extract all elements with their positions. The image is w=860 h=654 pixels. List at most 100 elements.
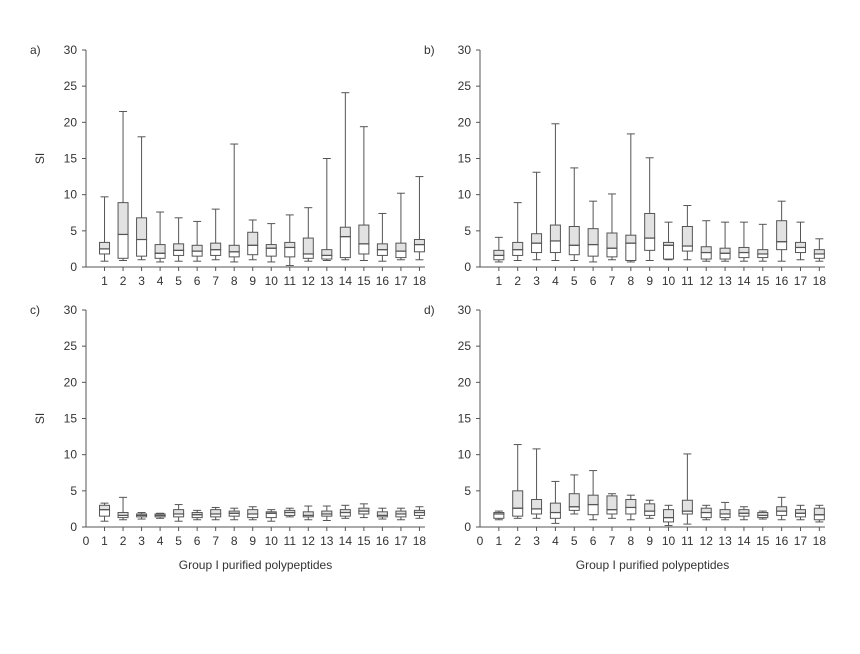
box-plot-7 [606, 193, 618, 261]
box-plot-17 [395, 192, 407, 261]
box-upper-half [606, 495, 618, 511]
box-lower-half [606, 247, 618, 258]
panel-label: d) [424, 303, 435, 317]
box-plot-18 [413, 506, 425, 519]
box-upper-half [776, 220, 788, 243]
x-tick-label: 1 [496, 274, 503, 288]
box-lower-half [302, 253, 314, 259]
box-lower-half [339, 236, 351, 259]
x-tick-label: 10 [662, 274, 676, 288]
box-upper-half [247, 509, 259, 515]
y-tick-label: 20 [64, 375, 78, 389]
x-tick-label: 2 [514, 274, 521, 288]
box-upper-half [117, 202, 129, 235]
box-lower-half [99, 509, 111, 517]
box-plot-18 [813, 238, 825, 262]
box-plot-5 [568, 167, 580, 261]
box-lower-half [99, 248, 111, 255]
x-tick-label: 18 [813, 534, 827, 548]
panel-label: c) [30, 303, 40, 317]
box-plot-16 [376, 507, 388, 520]
y-tick-label: 0 [464, 520, 471, 534]
box-lower-half [358, 243, 370, 255]
box-upper-half [247, 231, 259, 246]
box-upper-half [813, 249, 825, 255]
x-tick-label: 15 [357, 274, 371, 288]
box-lower-half [413, 244, 425, 253]
box-plot-2 [512, 444, 524, 519]
x-tick-label: 15 [357, 534, 371, 548]
x-tick-label: 9 [646, 274, 653, 288]
box-plot-17 [794, 221, 806, 261]
x-tick-label: 7 [609, 534, 616, 548]
x-tick-label: 3 [533, 534, 540, 548]
y-tick-label: 0 [464, 260, 471, 274]
box-upper-half [173, 243, 185, 251]
box-lower-half [568, 244, 580, 256]
box-lower-half [191, 250, 203, 257]
box-plot-4 [154, 211, 166, 263]
box-lower-half [700, 252, 712, 260]
box-lower-half [173, 249, 185, 256]
box-plot-4 [154, 512, 166, 519]
box-lower-half [247, 244, 259, 256]
y-tick-label: 15 [458, 152, 472, 166]
box-plot-9 [247, 219, 259, 261]
x-tick-label: 18 [413, 274, 427, 288]
box-lower-half [606, 509, 618, 515]
x-tick-label: 1 [496, 534, 503, 548]
y-tick-label: 25 [64, 79, 78, 93]
box-plot-8 [228, 143, 240, 263]
x-tick-label: 5 [175, 274, 182, 288]
box-upper-half [738, 246, 750, 254]
box-plot-1 [493, 510, 505, 521]
box-lower-half [531, 508, 543, 515]
y-tick-label: 5 [464, 224, 471, 238]
x-tick-label: 17 [394, 274, 408, 288]
box-lower-half [813, 514, 825, 521]
box-upper-half [228, 244, 240, 253]
box-plot-9 [247, 506, 259, 521]
box-lower-half [663, 244, 675, 260]
x-axis-label: Group I purified polypeptides [179, 558, 332, 572]
y-tick-label: 15 [64, 152, 78, 166]
box-plot-3 [531, 171, 543, 261]
x-tick-label: 16 [775, 534, 789, 548]
box-upper-half [606, 232, 618, 249]
box-upper-half [794, 241, 806, 248]
box-plot-15 [358, 503, 370, 519]
box-lower-half [700, 512, 712, 519]
box-plot-6 [587, 200, 599, 263]
box-plot-6 [587, 470, 599, 521]
box-lower-half [549, 240, 561, 254]
box-lower-half [210, 249, 222, 256]
box-plot-3 [136, 512, 148, 520]
box-plot-12 [302, 207, 314, 262]
x-tick-label: 4 [157, 534, 164, 548]
box-upper-half [757, 249, 769, 255]
x-tick-label: 10 [265, 274, 279, 288]
box-plot-1 [99, 196, 111, 262]
x-tick-label: 3 [138, 274, 145, 288]
x-tick-label: 2 [120, 534, 127, 548]
y-tick-label: 10 [458, 448, 472, 462]
box-upper-half [191, 244, 203, 252]
x-tick-label: 4 [552, 274, 559, 288]
x-tick-label: 12 [302, 274, 316, 288]
box-upper-half [136, 217, 148, 241]
box-lower-half [493, 513, 505, 519]
box-lower-half [512, 507, 524, 517]
x-tick-label: 15 [756, 274, 770, 288]
x-tick-label: 12 [700, 274, 714, 288]
box-plot-7 [210, 506, 222, 521]
x-tick-label: 17 [794, 274, 808, 288]
box-plot-18 [813, 504, 825, 523]
x-tick-label: 9 [646, 534, 653, 548]
y-tick-label: 30 [64, 303, 78, 317]
y-tick-label: 5 [464, 484, 471, 498]
box-upper-half [681, 225, 693, 247]
box-upper-half [339, 226, 351, 238]
